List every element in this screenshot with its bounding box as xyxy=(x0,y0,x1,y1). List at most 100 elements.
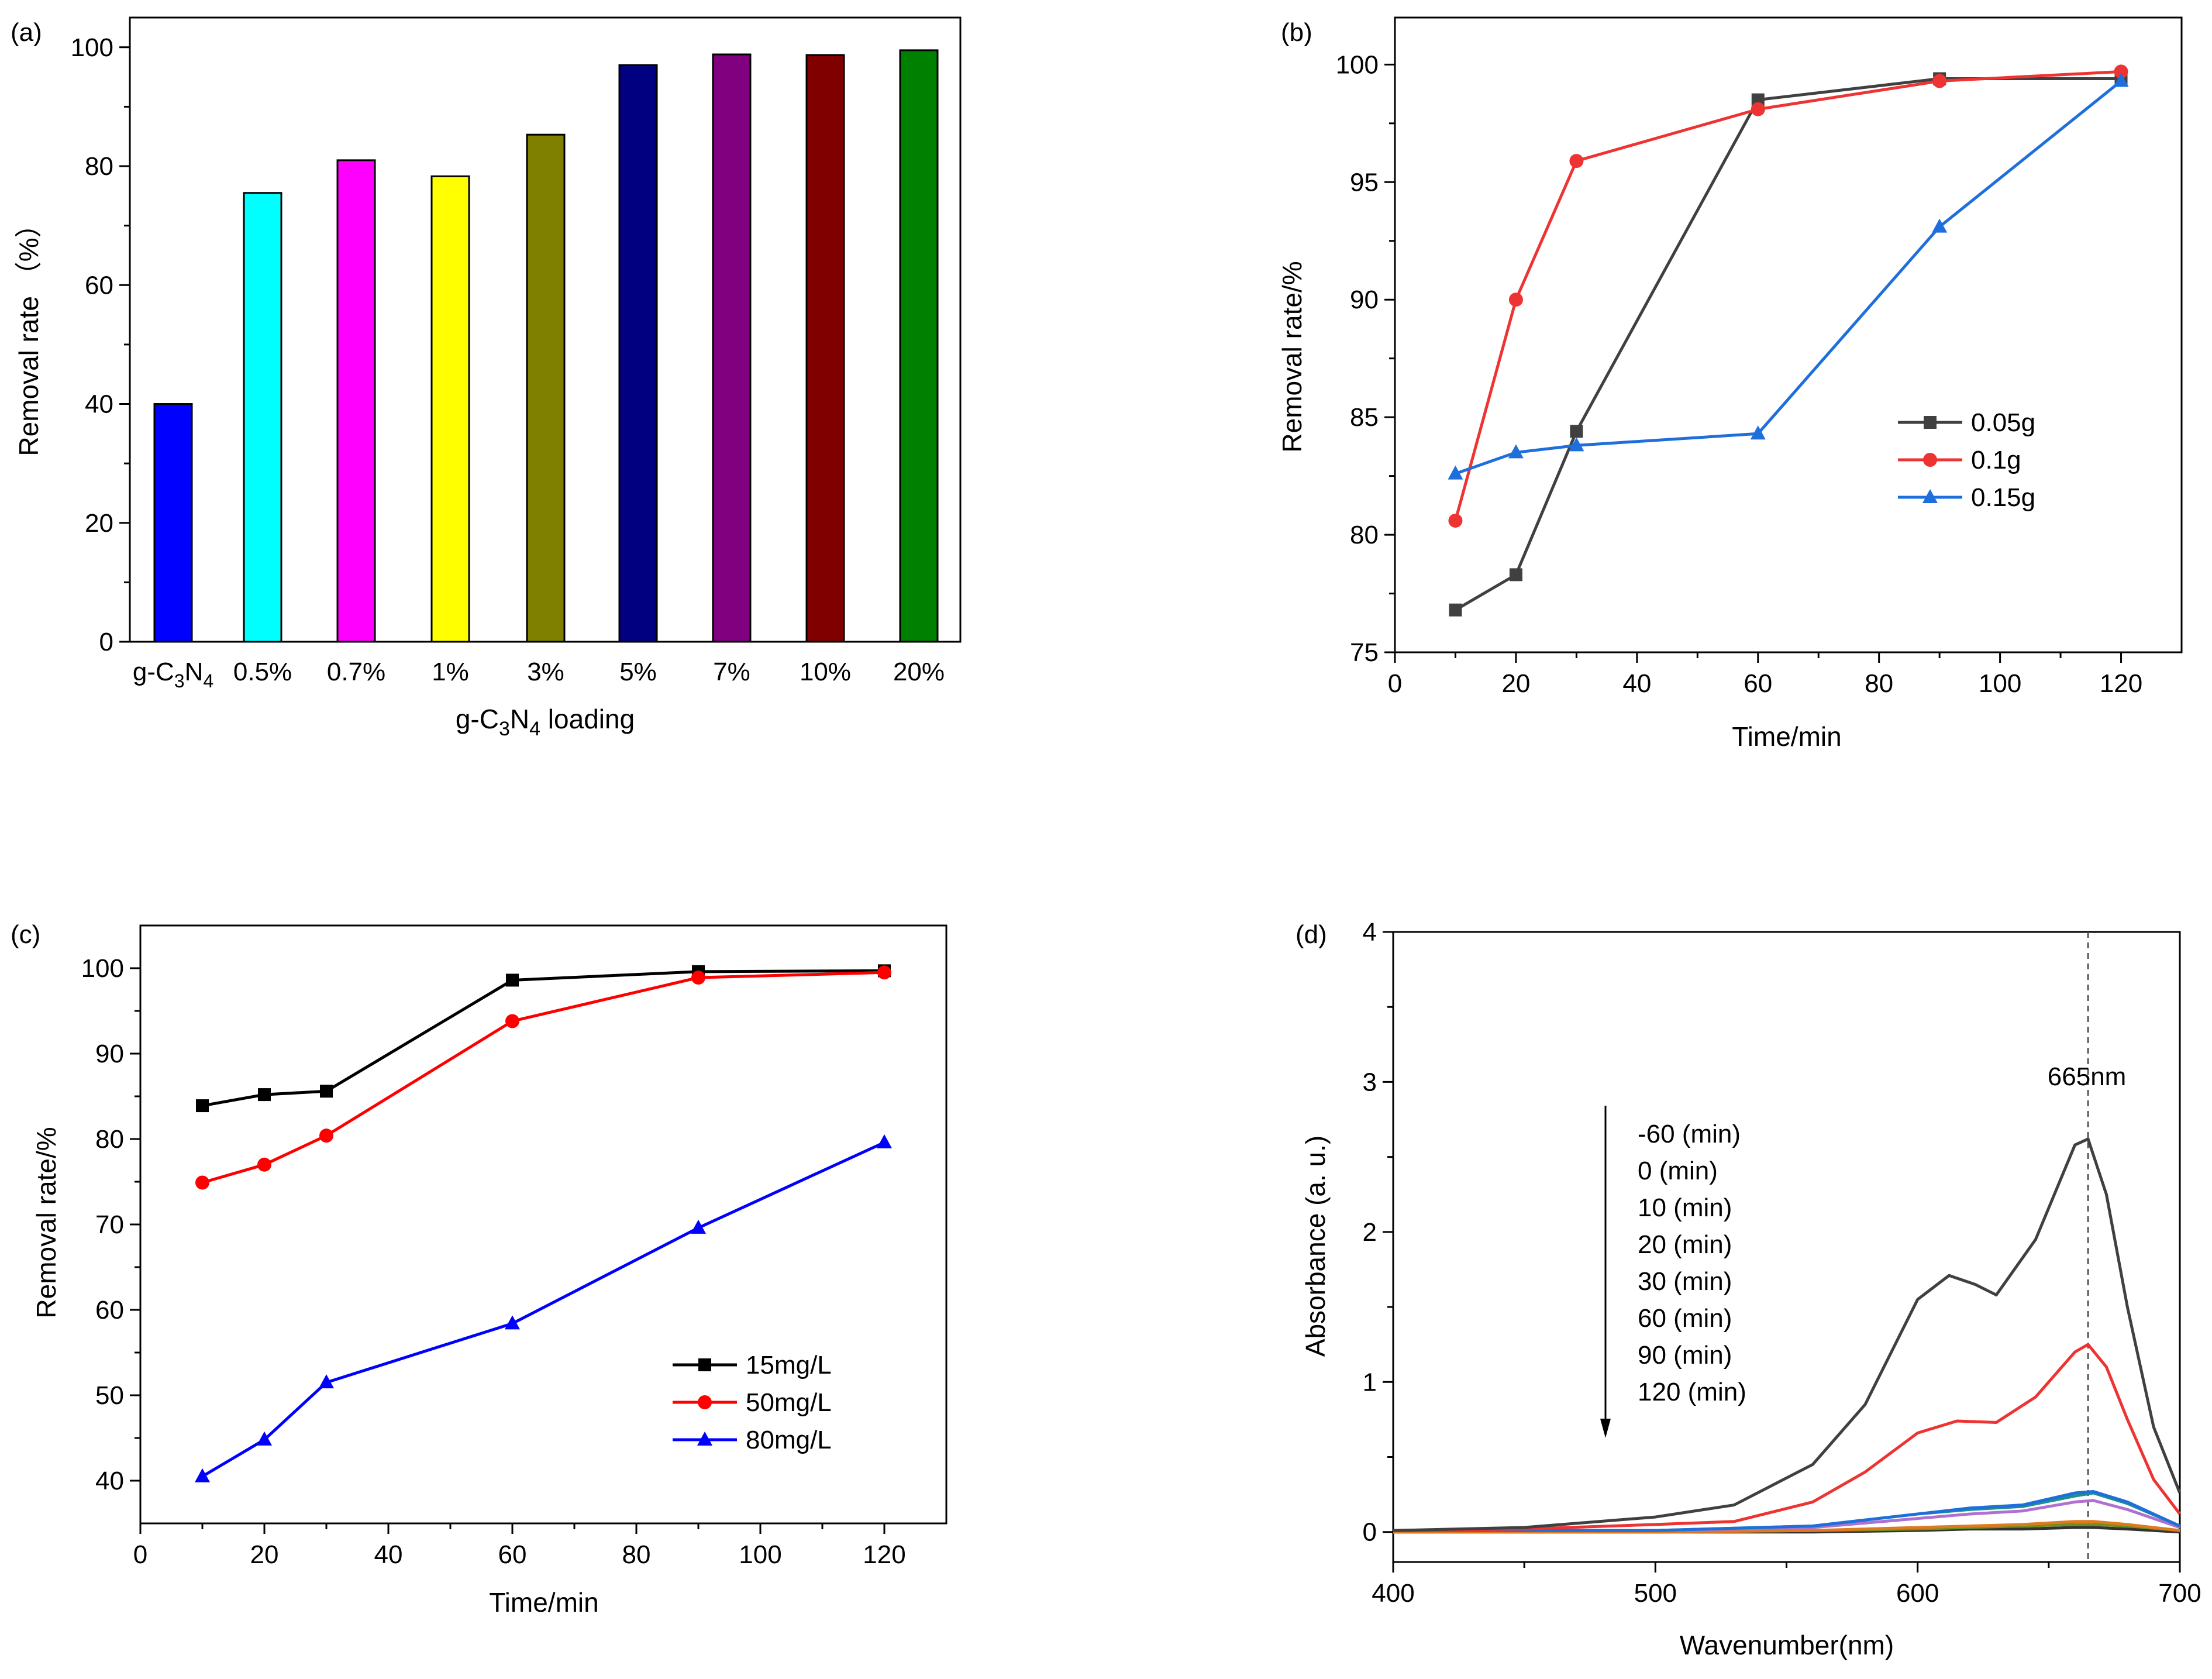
panel-d-y-tick-label: 4 xyxy=(1363,918,1377,947)
point-0.1g-30 xyxy=(1569,154,1584,168)
panel-d-legend: -60 (min) 0 (min) 10 (min) 20 (min) 30 (min)… xyxy=(1600,1106,1746,1438)
panel-a-bar-chart: (a) 0 20 40 60 80 100 g-C3N4 0.5% 0.7% 1% 3% 5% 7%… xyxy=(11,16,962,740)
legend-entry-7: 120 (min) xyxy=(1638,1378,1746,1406)
panel-a-x-label-6: 7% xyxy=(713,658,750,686)
panel-a-y-tick-label: 80 xyxy=(85,152,113,181)
point-50mg/L-30 xyxy=(319,1128,333,1143)
legend-label-0.05g: 0.05g xyxy=(1971,408,2035,437)
panel-d-axes: 0 1 2 3 4 400 500 600 700 665nm xyxy=(1363,918,2201,1608)
point-80mg/L-20 xyxy=(257,1431,272,1446)
point-0.05g-10 xyxy=(1449,603,1462,617)
panel-c-x-tick-label: 120 xyxy=(863,1540,905,1569)
panel-b-y-axis-label: Removal rate/% xyxy=(1277,261,1307,452)
point-0.05g-20 xyxy=(1509,568,1522,582)
panel-a-y-tick-label: 60 xyxy=(85,271,113,300)
panel-a-y-tick-label: 40 xyxy=(85,390,113,419)
panel-c-legend: 15mg/L 50mg/L 80mg/L xyxy=(673,1351,832,1454)
panel-b-legend: 0.05g 0.1g 0.15g xyxy=(1898,408,2035,512)
legend-entry-3: 20 (min) xyxy=(1638,1230,1732,1259)
series-line-15mg/L xyxy=(202,969,885,1107)
legend-label-0.1g: 0.1g xyxy=(1971,446,2021,474)
panel-c-y-tick-label: 60 xyxy=(95,1296,124,1324)
legend-entry-4: 30 (min) xyxy=(1638,1267,1732,1296)
panel-d-x-tick-label: 700 xyxy=(2158,1579,2201,1608)
legend-entry-2: 10 (min) xyxy=(1638,1193,1732,1222)
panel-c-line-chart: (c) 40 50 60 70 80 90 100 0 20 40 60 80 100 120 15mg/… xyxy=(11,920,947,1618)
panel-b-y-tick-label: 100 xyxy=(1336,50,1379,79)
panel-b-x-tick-label: 40 xyxy=(1622,669,1651,698)
panel-a-x-label-1: 0.5% xyxy=(233,658,292,686)
panel-b-frame xyxy=(1394,16,2183,653)
panel-b-y-tick-label: 75 xyxy=(1350,638,1379,667)
panel-a-x-label-5: 5% xyxy=(619,658,657,686)
panel-b-x-tick-label: 60 xyxy=(1744,669,1772,698)
spectrum-60 (min) xyxy=(1393,1520,2180,1534)
point-15mg/L-20 xyxy=(258,1088,271,1102)
bar-7 xyxy=(805,54,845,643)
panel-b-y-tick-label: 90 xyxy=(1350,285,1379,314)
series-line-80mg/L xyxy=(201,1141,886,1478)
panel-b-x-tick-label: 120 xyxy=(2100,669,2142,698)
panel-c-y-tick-label: 70 xyxy=(95,1210,124,1239)
panel-d-tag: (d) xyxy=(1295,920,1327,949)
legend-entry-1: 0 (min) xyxy=(1638,1157,1718,1185)
panel-a-x-label-4: 3% xyxy=(527,658,564,686)
point-15mg/L-10 xyxy=(196,1099,209,1113)
point-0.15g-90 xyxy=(1932,218,1948,233)
panel-c-x-tick-label: 0 xyxy=(133,1540,147,1569)
legend-label-0.15g: 0.15g xyxy=(1971,483,2035,512)
point-80mg/L-60 xyxy=(505,1315,520,1330)
panel-a-x-label-3: 1% xyxy=(432,658,469,686)
panel-a-tag: (a) xyxy=(11,18,42,47)
panel-c-x-tick-label: 60 xyxy=(498,1540,527,1569)
panel-d-spectra-chart: (d) 0 1 2 3 4 400 500 600 700 665nm -60 (min) 0 (m… xyxy=(1295,918,2201,1660)
panel-d-y-tick-label: 2 xyxy=(1363,1218,1377,1247)
bar-0 xyxy=(153,403,193,643)
panel-d-frame xyxy=(1392,931,2181,1563)
bar-2 xyxy=(336,159,376,643)
point-0.15g-120 xyxy=(2113,73,2129,87)
point-0.1g-90 xyxy=(1932,74,1947,88)
panel-b-x-axis-label: Time/min xyxy=(1732,721,1841,752)
panel-d-y-axis-label: Absorbance (a. u.) xyxy=(1300,1136,1331,1357)
panel-a-y-tick-label: 100 xyxy=(71,33,113,62)
panel-c-y-tick-label: 90 xyxy=(95,1040,124,1068)
legend-label-15mg/L: 15mg/L xyxy=(746,1351,832,1379)
panel-b-axes: 75 80 85 90 95 100 0 20 40 60 80 100 120 xyxy=(1336,50,2143,698)
point-0.1g-60 xyxy=(1751,102,1765,116)
panel-a-x-label-2: 0.7% xyxy=(327,658,385,686)
panel-b-series xyxy=(1448,64,2129,617)
panel-c-x-tick-label: 40 xyxy=(374,1540,403,1569)
panel-c-x-tick-label: 20 xyxy=(250,1540,279,1569)
legend-label-80mg/L: 80mg/L xyxy=(746,1426,832,1454)
panel-a-y-axis: 0 20 40 60 80 100 xyxy=(71,33,130,656)
point-0.15g-60 xyxy=(1750,425,1766,440)
point-0.15g-20 xyxy=(1508,444,1524,459)
bar-5 xyxy=(618,64,658,643)
point-0.15g-30 xyxy=(1569,437,1584,452)
bar-3 xyxy=(430,175,470,643)
point-50mg/L-60 xyxy=(505,1014,519,1028)
panel-c-series xyxy=(195,964,892,1482)
series-line-0.15g xyxy=(1455,80,2123,475)
panel-d-y-tick-label: 3 xyxy=(1363,1068,1377,1096)
series-line-0.1g xyxy=(1454,70,2121,521)
panel-d-x-tick-label: 400 xyxy=(1372,1579,1414,1608)
series-line-50mg/L xyxy=(202,971,885,1184)
panel-a-y-tick-label: 0 xyxy=(99,628,113,656)
point-50mg/L-20 xyxy=(257,1157,271,1172)
panel-b-tag: (b) xyxy=(1281,18,1312,47)
bar-4 xyxy=(526,133,566,643)
panel-c-axes: 40 50 60 70 80 90 100 0 20 40 60 80 100 120 xyxy=(81,954,906,1569)
panel-a-bars xyxy=(153,49,939,643)
panel-a-x-categories: g-C3N4 0.5% 0.7% 1% 3% 5% 7% 10% 20% xyxy=(133,658,945,691)
legend-marker-15mg/L xyxy=(698,1358,711,1371)
point-0.1g-10 xyxy=(1448,513,1463,528)
point-80mg/L-90 xyxy=(691,1219,706,1234)
legend-entry-6: 90 (min) xyxy=(1638,1341,1732,1370)
legend-marker-0.05g xyxy=(1924,416,1937,429)
series-line-0.05g xyxy=(1455,77,2121,611)
panel-a-x-label-g-c3n4: g-C3N4 xyxy=(133,658,213,691)
